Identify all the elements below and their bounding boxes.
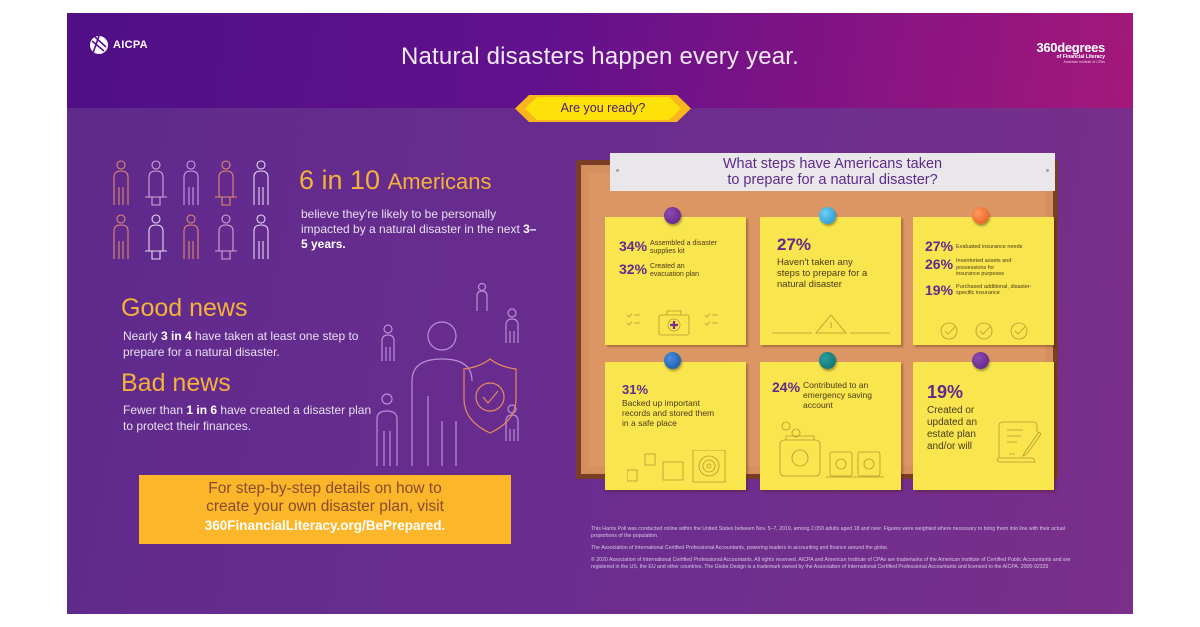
- prepared-link[interactable]: 360FinancialLiteracy.org/BePrepared.: [204, 518, 446, 533]
- pin-icon: [972, 207, 989, 224]
- 360degrees-logo: 360degrees of Financial Literacy America…: [1036, 40, 1105, 64]
- page-title: Natural disasters happen every year.: [400, 43, 800, 70]
- pin-icon: [664, 207, 681, 224]
- header: AICPA Natural disasters happen every yea…: [67, 13, 1133, 108]
- are-you-ready-banner: Are you ready?: [515, 95, 691, 122]
- stat-description: believe they're likely to be personally …: [301, 207, 537, 251]
- stat-headline: 6 in 10 Americans: [299, 165, 492, 195]
- money-jar-icon: [779, 421, 884, 478]
- people-icon-grid: [113, 160, 269, 260]
- bad-news-heading: Bad news: [121, 369, 231, 397]
- check-circle-icon: [940, 322, 1028, 340]
- will-document-icon: [996, 421, 1042, 463]
- safe-icon: [627, 450, 726, 483]
- first-aid-kit-icon: [626, 310, 718, 336]
- sticky-note-insurance: 27% Evaluated insurance needs 26% Invent…: [913, 207, 1054, 345]
- protected-person-shield-icon: [376, 282, 519, 466]
- pin-icon: [819, 207, 836, 224]
- footer-disclaimer: This Harris Poll was conducted online wi…: [591, 526, 1071, 570]
- board-title-sign: What steps have Americans taken to prepa…: [610, 153, 1055, 191]
- sticky-note-no-steps: 27% Haven't taken any steps to prepare f…: [760, 207, 901, 345]
- sticky-note-estate-plan: 19% Created or updated an estate plan an…: [913, 352, 1054, 490]
- cta-box: For step-by-step details on how to creat…: [139, 475, 511, 544]
- bad-news-text: Fewer than 1 in 6 have created a disaste…: [123, 403, 372, 433]
- pin-icon: [819, 352, 836, 369]
- sticky-note-emergency-savings: 24% Contributed to an emergency saving a…: [760, 352, 901, 490]
- aicpa-logo: AICPA: [89, 35, 148, 55]
- warning-icon: [772, 314, 890, 334]
- good-news-text: Nearly 3 in 4 have taken at least one st…: [123, 329, 359, 359]
- sticky-note-records: 31% Backed up important records and stor…: [605, 352, 746, 490]
- sticky-note-supplies: 34% Assembled a disaster supplies kit 32…: [605, 207, 746, 345]
- infographic: AICPA Natural disasters happen every yea…: [67, 13, 1133, 614]
- pin-icon: [972, 352, 989, 369]
- pin-icon: [664, 352, 681, 369]
- good-news-heading: Good news: [121, 294, 248, 322]
- globe-icon: [90, 35, 108, 54]
